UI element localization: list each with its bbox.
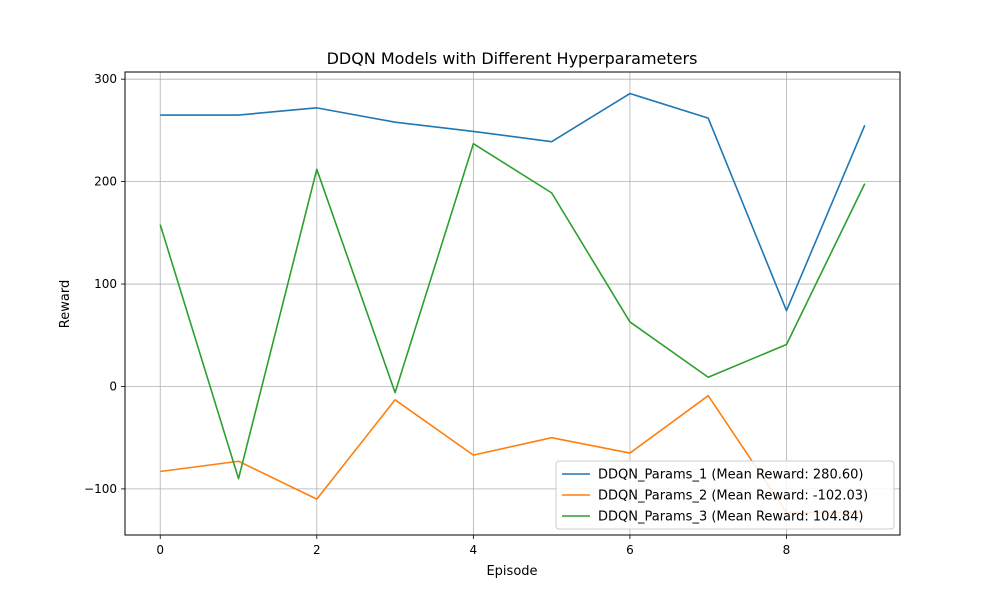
x-tick-label: 6 bbox=[626, 543, 634, 557]
legend-label: DDQN_Params_3 (Mean Reward: 104.84) bbox=[598, 510, 863, 525]
series-line-3 bbox=[159, 142, 866, 480]
axis-ticks: 0 2 4 6 8 −100 0 100 200 300 bbox=[84, 72, 790, 557]
legend-box bbox=[555, 460, 895, 530]
y-axis-label: Reward bbox=[58, 280, 73, 328]
legend-label: DDQN_Params_2 (Mean Reward: -102.03) bbox=[598, 489, 868, 504]
y-tick-label: 0 bbox=[109, 379, 117, 393]
x-tick-label: 2 bbox=[313, 543, 321, 557]
series-line-2 bbox=[160, 394, 865, 514]
x-tick-label: 8 bbox=[783, 543, 791, 557]
y-tick-label: 200 bbox=[94, 175, 117, 189]
chart-title: DDQN Models with Different Hyperparamete… bbox=[327, 49, 698, 68]
series-line-1 bbox=[160, 92, 866, 312]
x-tick-label: 0 bbox=[156, 543, 164, 557]
series-lines bbox=[159, 92, 866, 514]
plot-frame bbox=[124, 71, 901, 536]
x-tick-label: 4 bbox=[470, 543, 478, 557]
y-tick-label: 300 bbox=[94, 72, 117, 86]
y-tick-label: 100 bbox=[94, 277, 117, 291]
x-axis-label: Episode bbox=[486, 564, 537, 579]
legend-label: DDQN_Params_1 (Mean Reward: 280.60) bbox=[598, 468, 863, 483]
y-tick-label: −100 bbox=[84, 482, 117, 496]
grid-lines bbox=[125, 72, 900, 535]
legend: DDQN_Params_1 (Mean Reward: 280.60) DDQN_… bbox=[555, 460, 895, 530]
